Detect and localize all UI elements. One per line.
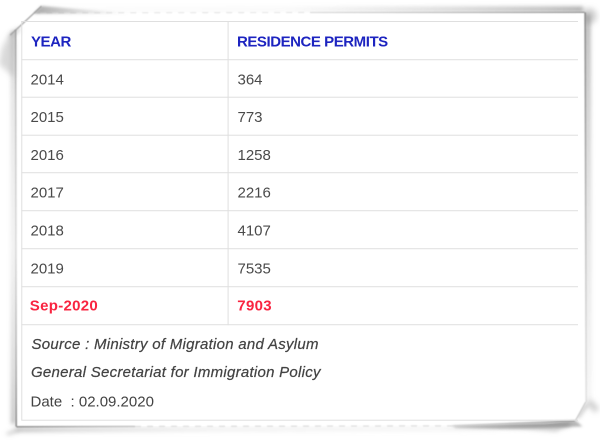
- svg-text:Sep-2020: Sep-2020: [30, 297, 98, 314]
- svg-text:Source : Ministry of Migration: Source : Ministry of Migration and Asylu…: [32, 336, 319, 353]
- svg-text:2017: 2017: [31, 185, 64, 202]
- svg-text:4107: 4107: [238, 223, 271, 240]
- svg-text:2014: 2014: [31, 71, 64, 88]
- svg-text:364: 364: [238, 71, 263, 88]
- svg-text:7535: 7535: [238, 261, 271, 278]
- svg-text:2018: 2018: [31, 223, 64, 240]
- svg-text:General Secretariat for Immigr: General Secretariat for Immigration Poli…: [31, 364, 322, 381]
- svg-text:2019: 2019: [31, 261, 64, 278]
- svg-text:7903: 7903: [237, 297, 272, 314]
- svg-text:YEAR: YEAR: [31, 33, 71, 50]
- svg-text:2016: 2016: [31, 147, 64, 164]
- svg-text:1258: 1258: [238, 147, 271, 164]
- svg-text:773: 773: [238, 109, 263, 126]
- svg-text:2015: 2015: [31, 109, 64, 126]
- svg-text:RESIDENCE PERMITS: RESIDENCE PERMITS: [237, 33, 388, 50]
- svg-text:Date : 02.09.2020: Date : 02.09.2020: [31, 394, 154, 411]
- svg-text:2216: 2216: [238, 185, 271, 202]
